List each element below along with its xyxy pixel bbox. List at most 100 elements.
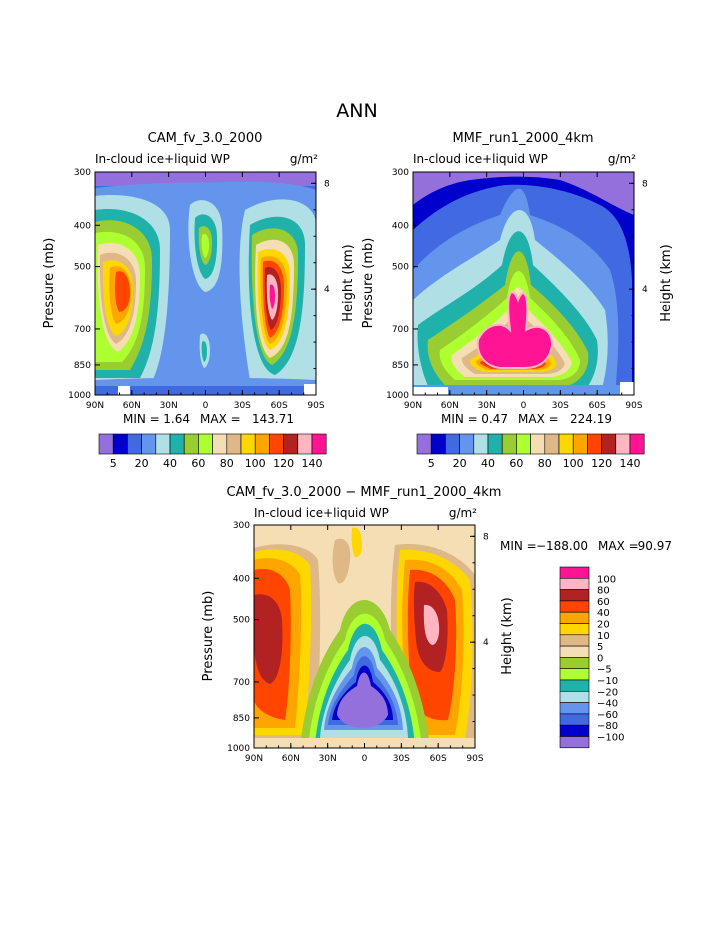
colorbar-label: 20 xyxy=(135,457,149,470)
x-tick-label: 30S xyxy=(552,401,569,411)
colorbar-label: 140 xyxy=(620,457,641,470)
colorbar-label: 100 xyxy=(245,457,266,470)
y-tick-label: 500 xyxy=(392,263,409,273)
colorbar-label: −20 xyxy=(597,687,618,698)
x-tick-label: 90S xyxy=(466,754,483,764)
level-140-r xyxy=(269,284,275,309)
axes: 90N 60N 30N 0 30S 60S 90S 300 400 500 700 850 1000 8 4 xyxy=(386,168,648,411)
colorbar-label: 60 xyxy=(191,457,205,470)
colorbar-swatch xyxy=(155,433,171,455)
level-cloud-top xyxy=(413,172,634,215)
x-tick-label: 90S xyxy=(625,401,642,411)
y-tick-label: 300 xyxy=(74,168,91,178)
panel-subtitle: In-cloud ice+liquid WP xyxy=(254,506,389,520)
level-60-c xyxy=(201,234,209,258)
x-tick-label: 0 xyxy=(203,401,209,411)
y-tick-label: 500 xyxy=(74,263,91,273)
colorbar-swatch xyxy=(559,702,590,715)
colorbar-swatch xyxy=(141,433,157,455)
colorbar-swatch xyxy=(98,433,114,455)
x-tick-label: 90N xyxy=(86,401,104,411)
y-tick-label: 850 xyxy=(233,714,250,724)
y-tick-label: 400 xyxy=(74,221,91,231)
colorbar-label: 100 xyxy=(597,574,616,585)
colorbar-swatch xyxy=(559,589,590,602)
y-tick-label: 400 xyxy=(392,221,409,231)
colorbar: 5 20 40 60 80 100 120 140 xyxy=(98,433,327,470)
y-tick-label: 700 xyxy=(74,325,91,335)
colorbar-swatch xyxy=(559,657,590,670)
colorbar-label: 60 xyxy=(597,597,610,608)
level-30-lo xyxy=(201,341,207,362)
max-label: MAX = xyxy=(200,412,241,426)
missing-surface xyxy=(620,382,634,395)
y-axis-label: Pressure (mb) xyxy=(42,238,57,329)
colorbar-swatch xyxy=(459,433,475,455)
colorbar-swatch xyxy=(212,433,228,455)
panel-mmf: MMF_run1_2000_4km In-cloud ice+liquid WP… xyxy=(361,131,674,470)
level-60-l xyxy=(254,594,283,684)
colorbar-label: 80 xyxy=(538,457,552,470)
y2-tick-label: 8 xyxy=(324,179,330,189)
level-140-core xyxy=(477,292,552,368)
colorbar-swatch xyxy=(559,634,590,647)
colorbar-label: 40 xyxy=(597,608,610,619)
colorbar-swatch xyxy=(473,433,489,455)
min-value: 0.47 xyxy=(481,412,508,426)
colorbar-swatch xyxy=(559,679,590,692)
x-tick-label: 60S xyxy=(430,754,447,764)
colorbar-label: 100 xyxy=(563,457,584,470)
y2-tick-label: 4 xyxy=(324,285,330,295)
y2-axis-label: Height (km) xyxy=(341,244,356,321)
colorbar-swatch xyxy=(559,600,590,613)
y-tick-label: 700 xyxy=(233,678,250,688)
page-title: ANN xyxy=(336,100,377,122)
y-tick-label: 300 xyxy=(392,168,409,178)
colorbar-swatch xyxy=(269,433,284,455)
x-tick-label: 30N xyxy=(478,401,496,411)
colorbar-swatch xyxy=(530,433,546,455)
colorbar-label: −40 xyxy=(597,699,618,710)
colorbar-label: 20 xyxy=(453,457,467,470)
panel-cam: CAM_fv_3.0_2000 In-cloud ice+liquid WP g… xyxy=(42,131,356,470)
x-tick-label: 60N xyxy=(441,401,459,411)
y-tick-label: 1000 xyxy=(227,744,250,754)
x-tick-label: 30S xyxy=(234,401,251,411)
colorbar-swatch xyxy=(297,433,313,455)
colorbar-swatch xyxy=(226,433,242,455)
colorbar-swatch xyxy=(445,433,460,455)
colorbar-label: 40 xyxy=(481,457,495,470)
missing-surface xyxy=(118,386,130,395)
colorbar-label: −100 xyxy=(597,733,624,744)
colorbar-swatch xyxy=(240,433,256,455)
y-tick-label: 300 xyxy=(233,521,250,531)
x-tick-label: 90N xyxy=(245,754,263,764)
colorbar-label: −5 xyxy=(597,665,612,676)
max-label: MAX = xyxy=(518,412,559,426)
axes: 90N 60N 30N 0 30S 60S 90S 300 400 500 700 850 1000 8 4 xyxy=(227,521,489,764)
y-tick-label: 1000 xyxy=(386,391,409,401)
level-110 xyxy=(115,271,130,312)
panel-units: g/m² xyxy=(449,506,477,520)
colorbar-swatch xyxy=(559,623,590,636)
colorbar-label: 5 xyxy=(597,642,603,653)
colorbar-swatch xyxy=(183,433,199,455)
colorbar-swatch xyxy=(254,433,270,455)
colorbar-swatch xyxy=(430,433,446,455)
x-tick-label: 60S xyxy=(589,401,606,411)
contour-field xyxy=(95,172,316,395)
panel-subtitle: In-cloud ice+liquid WP xyxy=(95,152,230,166)
colorbar-swatch xyxy=(112,433,128,455)
colorbar-swatch xyxy=(559,577,590,590)
y-tick-label: 850 xyxy=(392,361,409,371)
min-label: MIN = xyxy=(500,539,537,553)
x-tick-label: 30S xyxy=(393,754,410,764)
y2-axis-label: Height (km) xyxy=(659,244,674,321)
y2-tick-label: 4 xyxy=(483,638,489,648)
y-tick-label: 400 xyxy=(233,574,250,584)
y-axis-label: Pressure (mb) xyxy=(201,591,216,682)
contour-field xyxy=(254,525,475,748)
colorbar-swatch xyxy=(416,433,432,455)
colorbar-label: 20 xyxy=(597,620,610,631)
colorbar-swatch xyxy=(629,433,645,455)
